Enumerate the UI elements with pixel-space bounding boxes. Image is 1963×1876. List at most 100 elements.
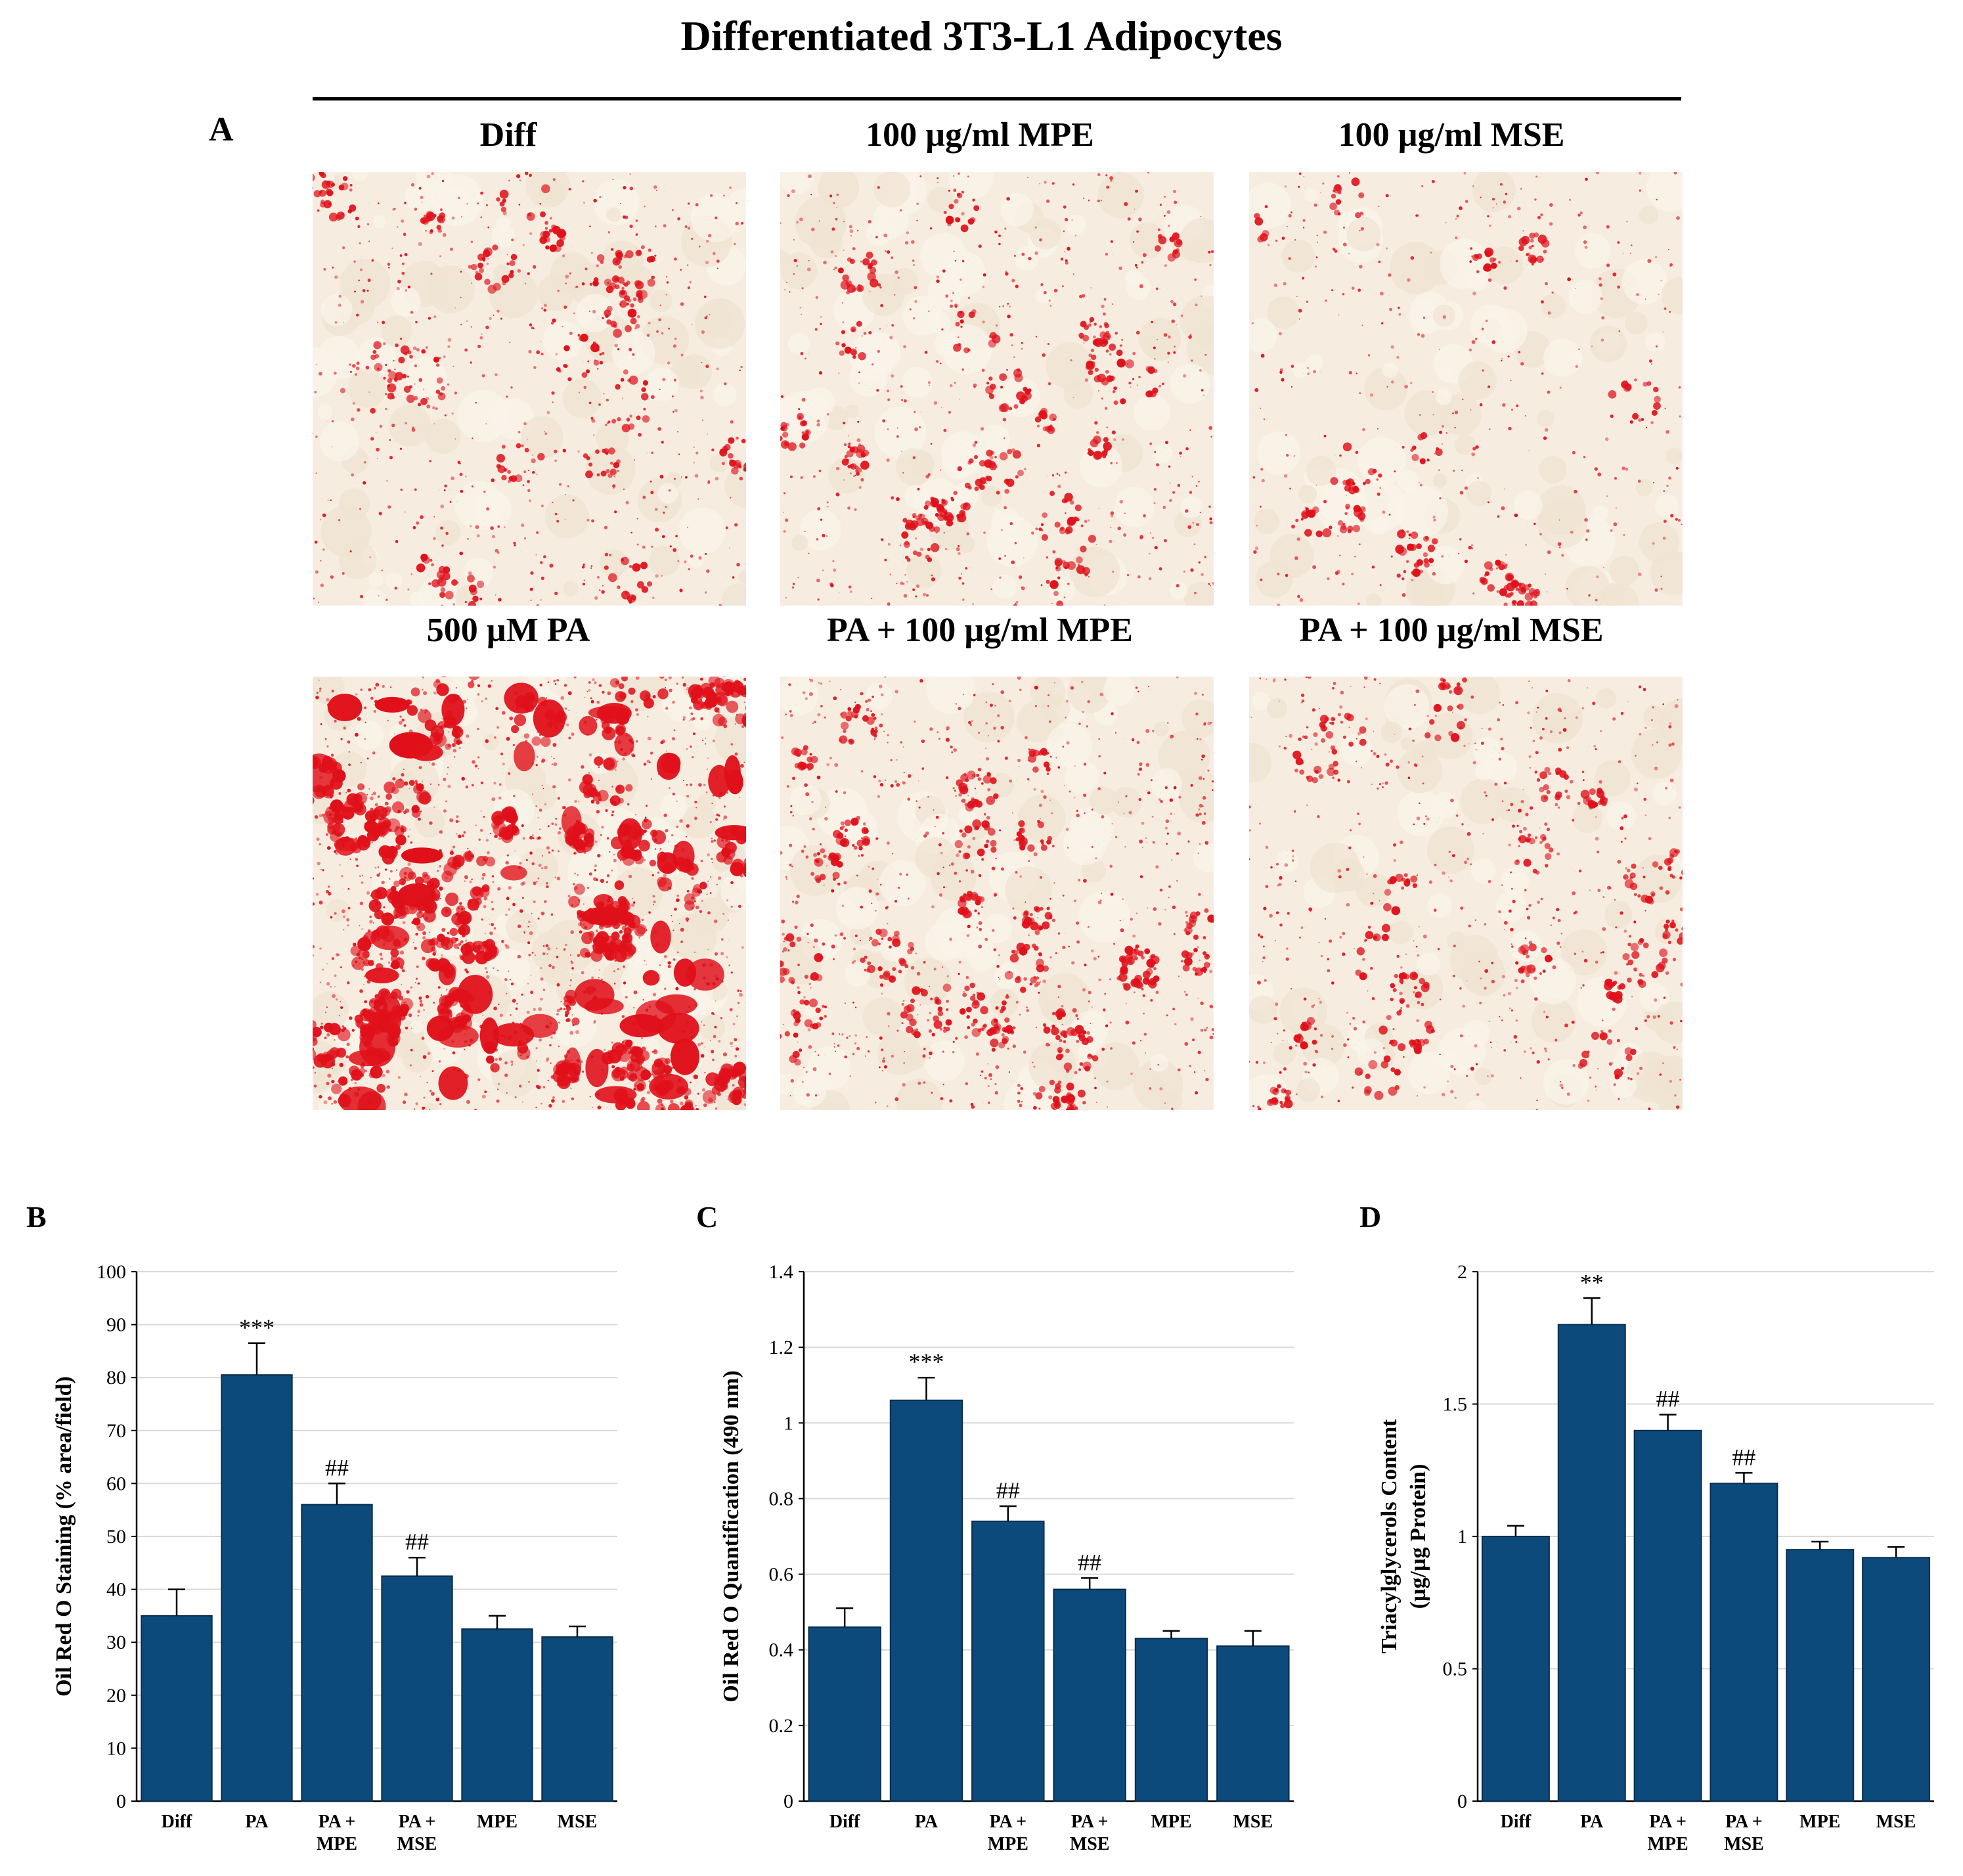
y-tick-label: 30 [106, 1632, 126, 1653]
panel-letter: D [1359, 1200, 1381, 1234]
bar [1216, 1645, 1290, 1802]
y-tick-label: 1.2 [769, 1337, 794, 1358]
stain-texture [313, 172, 746, 606]
y-tick-label: 100 [97, 1261, 126, 1283]
x-tick-label: Diff [162, 1812, 192, 1832]
stain-texture [1249, 172, 1683, 606]
bar [1633, 1429, 1702, 1802]
y-tick-label: 70 [106, 1420, 126, 1442]
x-tick-label: PA + MPE [988, 1812, 1028, 1854]
y-tick-label: 50 [106, 1526, 126, 1548]
x-tick-label: MSE [558, 1812, 598, 1832]
figure-title: Differentiated 3T3-L1 Adipocytes [680, 12, 1283, 59]
micrograph-mse [1249, 172, 1683, 606]
micrograph-label-mpe: 100 µg/ml MPE [866, 116, 1094, 154]
y-tick-label: 0 [116, 1791, 126, 1812]
x-tick-label: PA [245, 1812, 269, 1832]
bar [381, 1575, 453, 1802]
significance-label: ## [1078, 1549, 1101, 1575]
y-tick-label: 0 [1457, 1791, 1467, 1812]
stain-texture [780, 172, 1214, 606]
x-tick-label: PA + MSE [1070, 1812, 1110, 1854]
x-tick-label: Diff [829, 1812, 860, 1832]
bar [1557, 1324, 1626, 1802]
y-tick-label: 1 [783, 1412, 793, 1434]
y-tick-label: 0.8 [769, 1488, 794, 1509]
y-axis-label: Triacylglycerols Content (µg/µg Protein) [1377, 1419, 1430, 1653]
y-tick-label: 20 [106, 1685, 126, 1707]
chart-panel-d: D 0 0.5 1 1.5 2 Triacylglycerols Content (µg/µg… [1359, 1200, 1934, 1854]
y-tick-label: 0 [783, 1791, 793, 1812]
x-tick-label: MSE [1876, 1812, 1916, 1832]
y-tick-label: 1.5 [1443, 1394, 1468, 1416]
micrograph-label-diff: Diff [479, 116, 537, 154]
x-tick-label: MPE [1799, 1812, 1840, 1832]
bar [1862, 1557, 1931, 1802]
stain-texture [780, 677, 1214, 1110]
micrograph-diff [313, 172, 746, 606]
significance-label: ## [405, 1529, 429, 1555]
y-tick-label: 1.4 [769, 1261, 794, 1283]
y-axis-label: Oil Red O Staining (% area/field) [52, 1376, 76, 1697]
title-underline [313, 97, 1681, 100]
micrograph-pa-mpe [780, 677, 1214, 1110]
stain-texture [1249, 677, 1683, 1110]
significance-label: ## [996, 1477, 1020, 1504]
bar [1134, 1638, 1208, 1802]
significance-label: *** [909, 1349, 944, 1375]
bar [1053, 1588, 1126, 1802]
significance-label: *** [239, 1314, 275, 1341]
micrograph-pa [313, 677, 746, 1110]
bar [971, 1520, 1045, 1802]
bar [1481, 1536, 1550, 1802]
x-tick-label: MSE [1233, 1812, 1273, 1832]
x-tick-label: PA + MSE [397, 1812, 437, 1854]
y-tick-label: 60 [106, 1473, 126, 1494]
y-tick-label: 1 [1457, 1526, 1467, 1548]
micrograph-label-pa: 500 µM PA [426, 612, 590, 649]
bar [1786, 1549, 1855, 1802]
y-tick-label: 10 [106, 1737, 126, 1759]
significance-label: ## [1656, 1386, 1680, 1412]
y-tick-label: 40 [106, 1579, 126, 1601]
y-tick-label: 2 [1457, 1261, 1467, 1283]
stain-texture [313, 677, 746, 1110]
micrograph-pa-mse [1249, 677, 1683, 1110]
micrograph-label-mse: 100 µg/ml MSE [1338, 116, 1565, 154]
x-tick-label: MPE [477, 1812, 518, 1832]
y-tick-label: 0.6 [769, 1564, 794, 1586]
x-tick-label: MPE [1151, 1812, 1191, 1832]
significance-label: ** [1580, 1269, 1604, 1295]
x-tick-label: PA + MPE [1647, 1812, 1688, 1854]
bar [808, 1626, 881, 1802]
micrograph-mpe [780, 172, 1214, 606]
bar [461, 1628, 533, 1802]
bar [1709, 1483, 1778, 1802]
chart-panel-c: C 0 0.2 0.4 0.6 0.8 1 1.2 1.4 Oil Red O Quantific… [696, 1200, 1294, 1854]
x-tick-label: Diff [1501, 1812, 1532, 1832]
bar [889, 1399, 963, 1802]
x-tick-label: PA [1580, 1812, 1604, 1832]
micrograph-label-pa-mse: PA + 100 µg/ml MSE [1299, 612, 1604, 649]
significance-label: ## [325, 1454, 349, 1481]
panel-a-letter: A [209, 111, 234, 148]
x-tick-label: PA + MPE [317, 1812, 357, 1854]
chart-panel-b: B 0 10 20 30 40 50 60 70 80 90 100 Oil Red O Stainin… [26, 1200, 617, 1854]
x-tick-label: PA + MSE [1724, 1812, 1764, 1854]
y-tick-label: 80 [106, 1367, 126, 1389]
panel-letter: B [26, 1200, 47, 1234]
y-tick-label: 0.2 [769, 1715, 794, 1737]
y-tick-label: 90 [106, 1314, 126, 1336]
panel-letter: C [696, 1200, 718, 1234]
y-tick-label: 0.4 [769, 1640, 794, 1661]
bar [541, 1636, 613, 1802]
y-axis-label: Oil Red O Quantification (490 nm) [719, 1370, 743, 1702]
micrograph-label-pa-mpe: PA + 100 µg/ml MPE [827, 612, 1133, 649]
significance-label: ## [1732, 1444, 1755, 1470]
x-tick-label: PA [915, 1812, 938, 1832]
bar [301, 1504, 373, 1802]
bar [221, 1374, 293, 1802]
bar [141, 1615, 213, 1802]
y-tick-label: 0.5 [1443, 1659, 1468, 1680]
